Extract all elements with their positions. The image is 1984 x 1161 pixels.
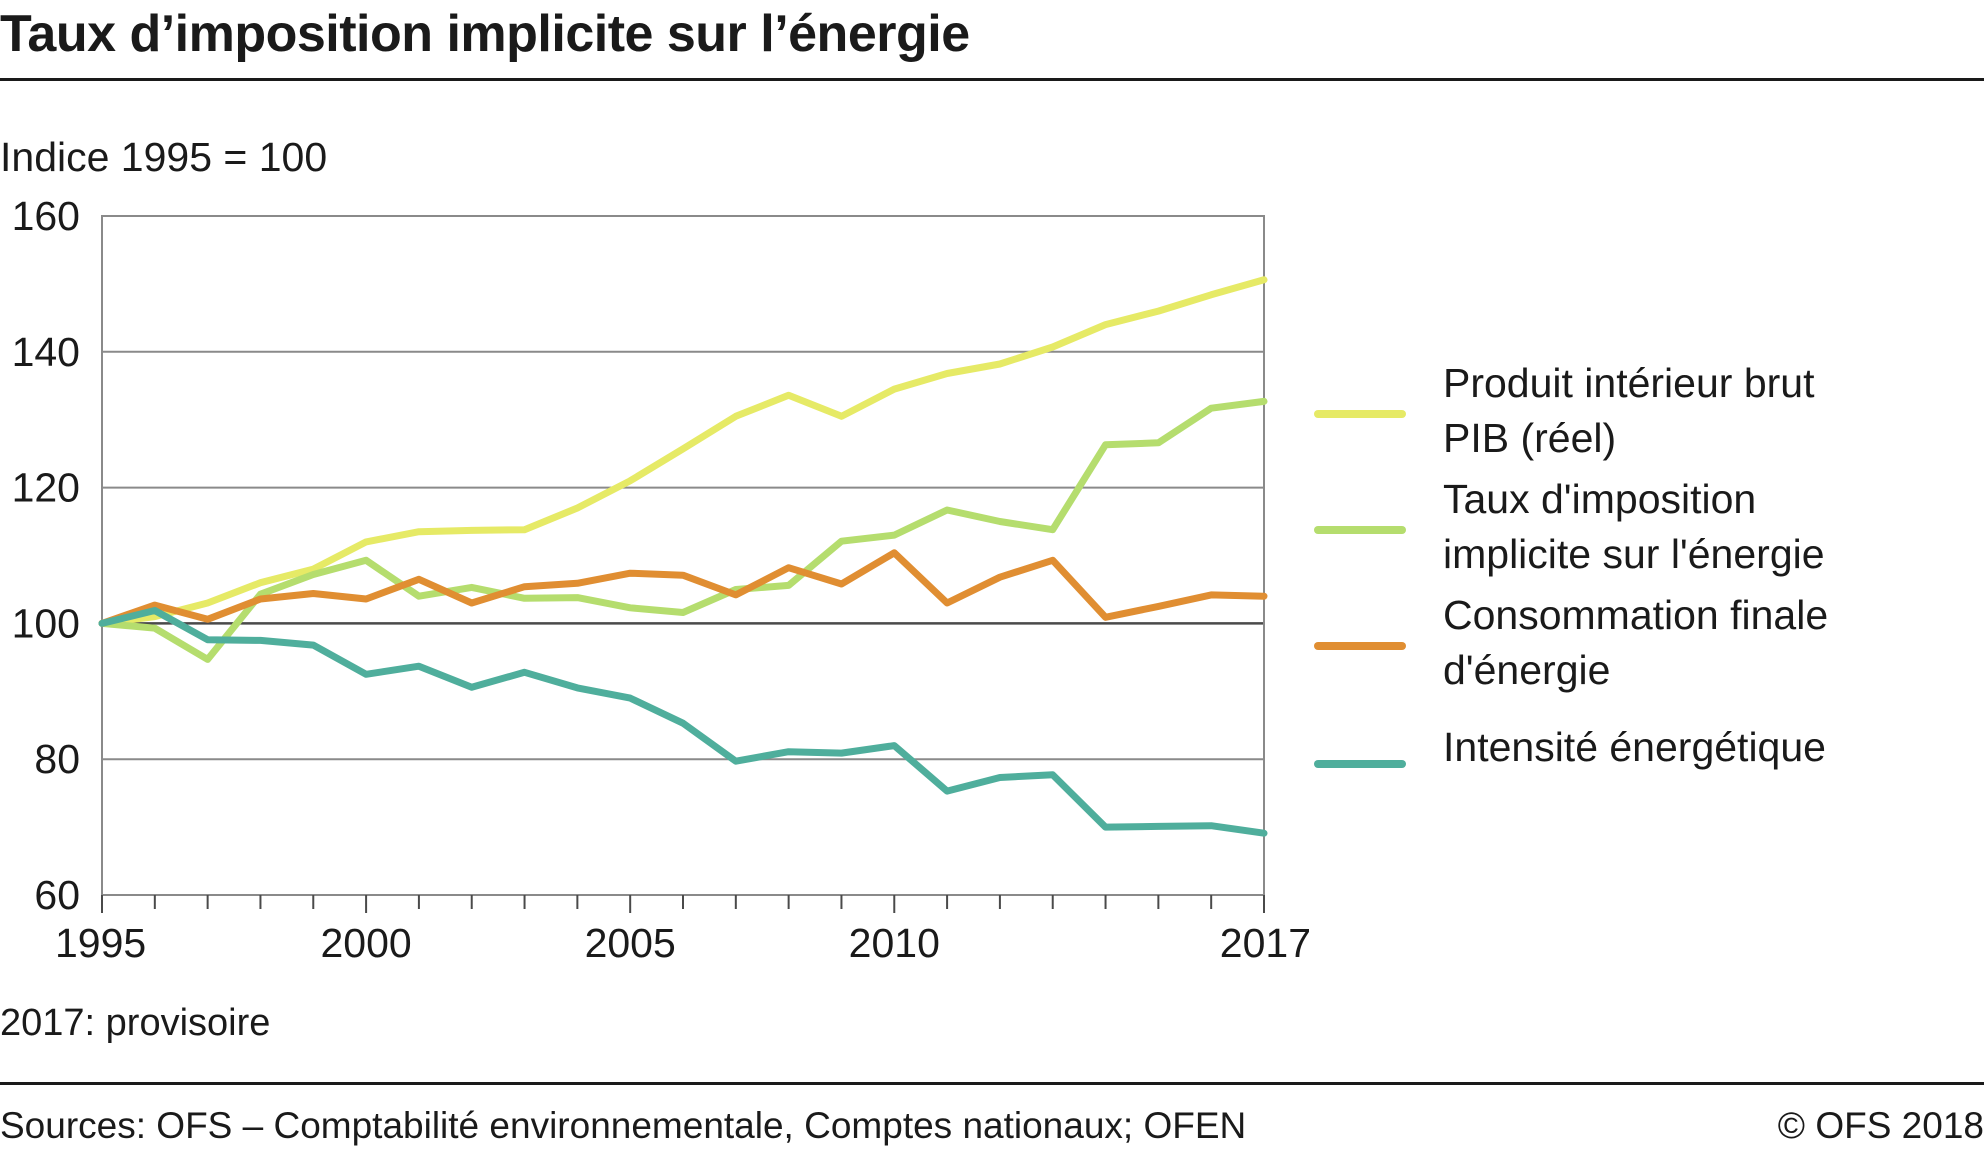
footnote: 2017: provisoire: [0, 1002, 271, 1044]
y-axis-unit-label: Indice 1995 = 100: [0, 134, 328, 180]
legend-label: implicite sur l'énergie: [1443, 531, 1825, 577]
copyright-text: © OFS 2018: [1777, 1105, 1984, 1146]
top-rule: [0, 78, 1984, 81]
gridlines: [102, 350, 1264, 761]
x-axis-tick-labels: 1995 2000 2005 2010 2017: [55, 920, 1311, 966]
x-tick-label: 2000: [320, 920, 411, 966]
legend-label: PIB (réel): [1443, 415, 1616, 461]
y-tick-label: 140: [12, 329, 80, 375]
legend: Produit intérieur brut PIB (réel) Taux d'i…: [1314, 360, 1828, 770]
series-line: [98, 607, 1268, 837]
y-tick-label: 60: [34, 872, 80, 918]
x-tick-label: 2017: [1220, 920, 1311, 966]
x-tick-label: 1995: [55, 920, 146, 966]
x-tick-label: 2010: [849, 920, 940, 966]
y-axis-tick-labels: 60 80 100 120 140 160: [12, 193, 80, 918]
y-tick-label: 160: [12, 193, 80, 239]
line-chart: 60 80 100 120 140 160 1995 2000 2005 2010 2017 Pr…: [12, 193, 1829, 966]
legend-label: Taux d'imposition: [1443, 476, 1756, 522]
y-tick-label: 100: [12, 600, 80, 646]
y-tick-label: 120: [12, 465, 80, 511]
series-lines: [98, 276, 1268, 837]
legend-label: Intensité énergétique: [1443, 724, 1826, 770]
sources-text: Sources: OFS – Comptabilité environnemen…: [0, 1105, 1247, 1146]
legend-label: Produit intérieur brut: [1443, 360, 1815, 406]
bottom-rule: [0, 1082, 1984, 1085]
series-line: [98, 276, 1268, 627]
plot-frame: [101, 215, 1265, 896]
legend-label: d'énergie: [1443, 647, 1610, 693]
x-tick-label: 2005: [585, 920, 676, 966]
series-line: [98, 397, 1268, 663]
chart-title: Taux d’imposition implicite sur l’énergi…: [0, 5, 970, 63]
series-line: [98, 549, 1268, 627]
y-tick-label: 80: [34, 736, 80, 782]
legend-label: Consommation finale: [1443, 592, 1828, 638]
x-axis-ticks: [101, 895, 1265, 913]
